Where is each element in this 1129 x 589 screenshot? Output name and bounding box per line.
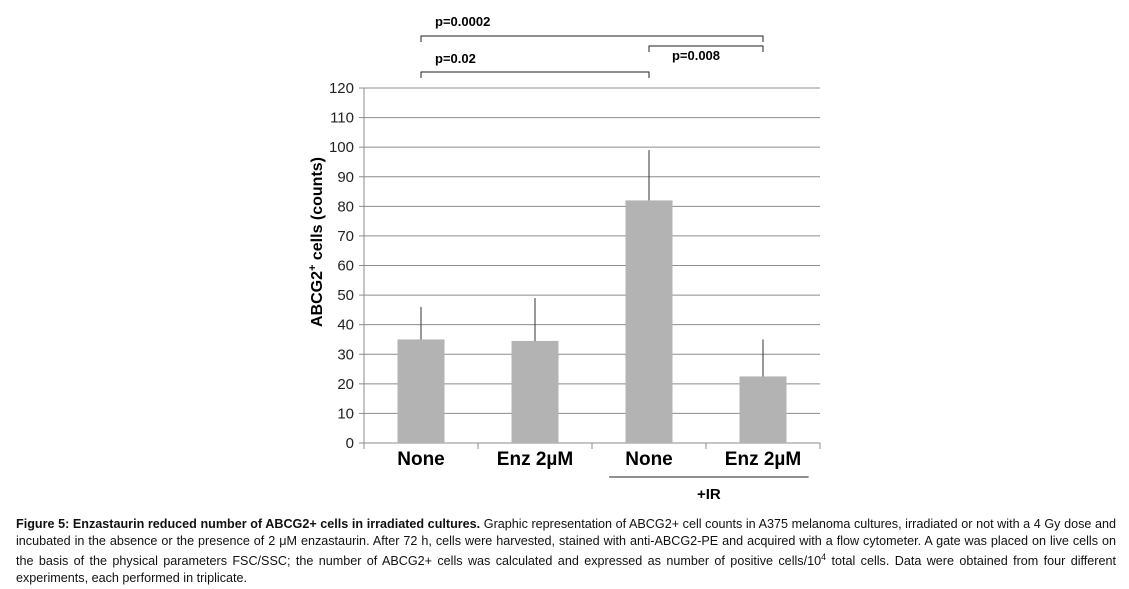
p-value-label: p=0.02 (435, 51, 476, 66)
bar (397, 339, 445, 443)
y-tick-label: 70 (337, 228, 354, 245)
caption-body: Graphic representation of ABCG2+ cell co… (16, 517, 1116, 569)
y-tick-label: 10 (337, 405, 354, 422)
bar (739, 376, 787, 443)
bar (511, 340, 559, 443)
group-label: +IR (697, 486, 721, 503)
y-tick-label: 0 (346, 435, 354, 452)
significance-brackets: p=0.0002 p=0.02 p=0.008 (420, 14, 764, 78)
caption-title: Figure 5: Enzastaurin reduced number of … (16, 517, 481, 531)
bar (625, 200, 673, 443)
figure-caption: Figure 5: Enzastaurin reduced number of … (16, 516, 1116, 586)
y-tick-label: 50 (337, 287, 354, 304)
y-tick-label: 100 (329, 139, 354, 156)
category-label: None (625, 449, 673, 470)
caption-superscript: 4 (821, 552, 827, 562)
significance-bracket (420, 35, 764, 42)
y-tick-label: 30 (337, 346, 354, 363)
y-tick-label: 120 (329, 80, 354, 97)
category-label: Enz 2µM (497, 449, 573, 470)
y-tick-label: 110 (330, 110, 354, 127)
group-annotation: +IR (609, 476, 809, 503)
y-tick-label: 90 (337, 169, 354, 186)
significance-bracket (420, 71, 650, 78)
p-value-label: p=0.008 (672, 48, 720, 63)
category-label: None (397, 449, 445, 470)
bars (397, 200, 787, 443)
significance-bracket (648, 45, 764, 52)
caption-tail: total cells. Data were obtained from fou… (16, 554, 1116, 585)
y-tick-label: 20 (337, 376, 354, 393)
y-tick-labels: 0 10 20 30 40 50 60 70 80 90 100 110 120 (329, 80, 354, 452)
y-tick-label: 40 (337, 317, 354, 334)
p-value-label: p=0.0002 (435, 14, 490, 29)
y-tick-label: 60 (337, 258, 354, 275)
bar-chart: 0 10 20 30 40 50 60 70 80 90 100 110 120 None Enz 2µM… (307, 14, 821, 503)
y-axis-label: ABCG2+ cells (counts) (307, 157, 326, 327)
error-bars (420, 150, 764, 377)
y-tick-label: 80 (337, 198, 354, 215)
category-label: Enz 2µM (725, 449, 801, 470)
category-labels: None Enz 2µM None Enz 2µM (397, 449, 801, 470)
